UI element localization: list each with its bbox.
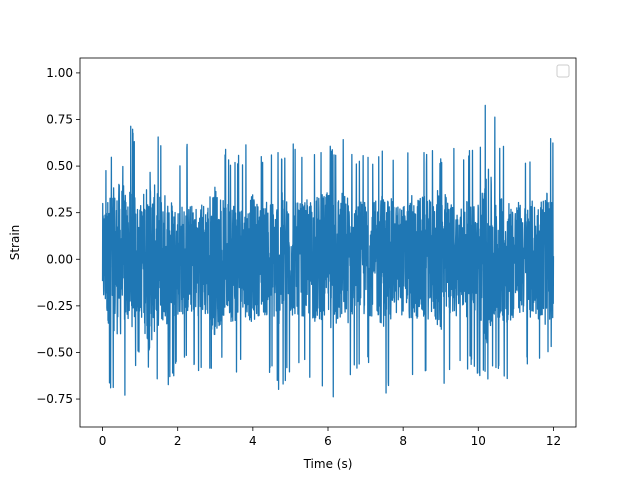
- y-tick-label: −0.50: [36, 345, 73, 359]
- y-tick-label: 0.00: [46, 252, 73, 266]
- y-tick-label: 1.00: [46, 66, 73, 80]
- y-tick-label: −0.75: [36, 392, 73, 406]
- y-axis-label: Strain: [8, 225, 22, 261]
- y-tick-label: 0.50: [46, 159, 73, 173]
- series-layer: [101, 104, 555, 398]
- strain-series-line: [101, 104, 555, 398]
- x-tick-label: 2: [174, 434, 182, 448]
- x-tick-label: 0: [99, 434, 107, 448]
- x-tick-label: 6: [324, 434, 332, 448]
- y-tick-label: 0.75: [46, 113, 73, 127]
- x-tick-label: 12: [546, 434, 561, 448]
- x-axis-label: Time (s): [303, 457, 353, 471]
- y-tick-label: −0.25: [36, 299, 73, 313]
- y-tick-label: 0.25: [46, 206, 73, 220]
- x-tick-label: 10: [471, 434, 486, 448]
- x-tick-label: 4: [249, 434, 257, 448]
- legend-box: [556, 64, 570, 78]
- y-axis-ticks: −0.75 −0.50 −0.25 0.00 0.25 0.50 0.75 1.00: [36, 66, 80, 406]
- x-axis-ticks: 0 2 4 6 8 10 12: [99, 427, 561, 448]
- x-tick-label: 8: [399, 434, 407, 448]
